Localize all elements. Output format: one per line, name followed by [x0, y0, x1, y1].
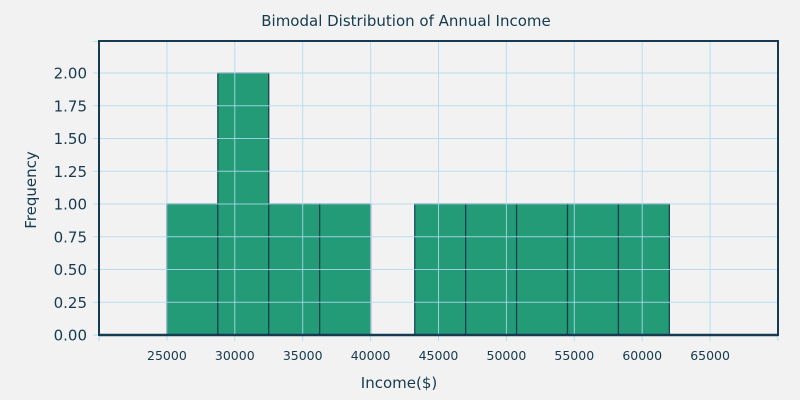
y-tick-label: 1.25 — [54, 163, 87, 181]
x-tick-label: 25000 — [147, 348, 187, 363]
y-tick-label: 0.00 — [54, 327, 87, 345]
x-tick-label: 60000 — [622, 348, 662, 363]
y-tick-label: 1.50 — [54, 130, 87, 148]
y-tick-label: 1.00 — [54, 196, 87, 214]
x-tick-label: 55000 — [554, 348, 594, 363]
y-tick-label: 0.50 — [54, 261, 87, 279]
x-axis-label: Income($) — [361, 374, 437, 392]
x-tick-label: 40000 — [351, 348, 391, 363]
x-tick-label: 65000 — [690, 348, 730, 363]
x-tick-label: 50000 — [487, 348, 527, 363]
x-axis-ticks: 25000 30000 35000 40000 45000 50000 55000 60000… — [99, 333, 778, 363]
y-tick-label: 0.25 — [54, 294, 87, 312]
chart-title: Bimodal Distribution of Annual Income — [261, 12, 551, 30]
y-tick-label: 0.75 — [54, 228, 87, 246]
y-axis-label: Frequency — [22, 151, 40, 229]
y-tick-label: 2.00 — [54, 65, 87, 83]
x-tick-label: 35000 — [283, 348, 323, 363]
y-axis-ticks: 0.00 0.25 0.50 0.75 1.00 1.25 1.50 1.75 2.00 — [54, 65, 87, 345]
x-tick-label: 45000 — [419, 348, 459, 363]
x-tick-label: 30000 — [215, 348, 255, 363]
y-tick-label: 1.75 — [54, 97, 87, 115]
